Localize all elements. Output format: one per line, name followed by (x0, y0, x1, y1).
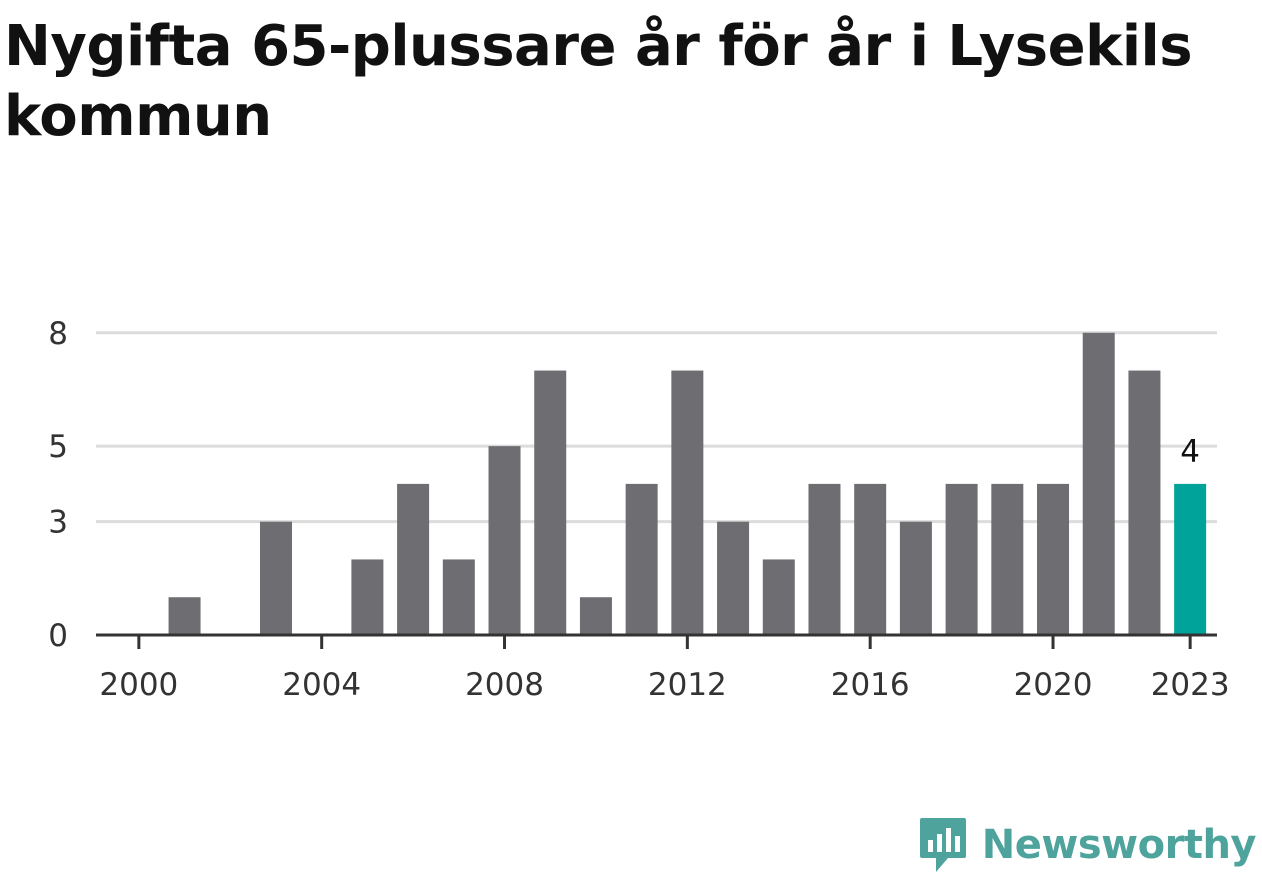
bar-2013 (717, 521, 750, 635)
x-tick-label: 2008 (465, 667, 544, 703)
x-tick-label: 2012 (648, 667, 727, 703)
bar-2021 (1082, 332, 1115, 635)
bar-2007 (442, 559, 475, 635)
y-tick-label: 0 (48, 618, 68, 654)
x-tick-label: 2016 (831, 667, 910, 703)
y-tick-labels: 0 3 5 8 (48, 316, 68, 654)
bar-2018 (945, 483, 978, 635)
bar-2017 (899, 521, 932, 635)
bar-2022 (1128, 370, 1161, 635)
y-tick-label: 8 (48, 316, 68, 352)
newsworthy-brand: Newsworthy (918, 815, 1257, 875)
bar-2016 (854, 483, 887, 635)
bar-2012 (671, 370, 704, 635)
y-tick-label: 3 (48, 505, 68, 541)
bar-2010 (579, 597, 612, 635)
bar-2020 (1037, 483, 1070, 635)
bar-2015 (808, 483, 841, 635)
x-tick-label: 2000 (99, 667, 178, 703)
x-tick-label: 2004 (282, 667, 361, 703)
y-tick-label: 5 (48, 429, 68, 465)
data-labels: 4 (1180, 434, 1200, 470)
chart-title: Nygifta 65-plussare år för år i Lysekils… (4, 14, 1193, 149)
bar-2009 (534, 370, 567, 635)
bar-2003 (259, 521, 292, 635)
bar-2014 (762, 559, 795, 635)
x-tick-label: 2020 (1014, 667, 1093, 703)
bar-2006 (397, 483, 430, 635)
bars (168, 332, 1207, 635)
x-tick-label: 2023 (1151, 667, 1230, 703)
bar-2011 (625, 483, 658, 635)
data-label-2023: 4 (1180, 434, 1200, 470)
bar-2019 (991, 483, 1024, 635)
bar-2023 (1174, 483, 1207, 635)
x-tick-labels: 2000 2004 2008 2012 2016 2020 2023 (99, 635, 1230, 703)
brand-name: Newsworthy (981, 822, 1257, 868)
bar-2008 (488, 446, 521, 635)
newsworthy-logo-icon (919, 818, 966, 872)
bar-2001 (168, 597, 201, 635)
bar-2005 (351, 559, 384, 635)
